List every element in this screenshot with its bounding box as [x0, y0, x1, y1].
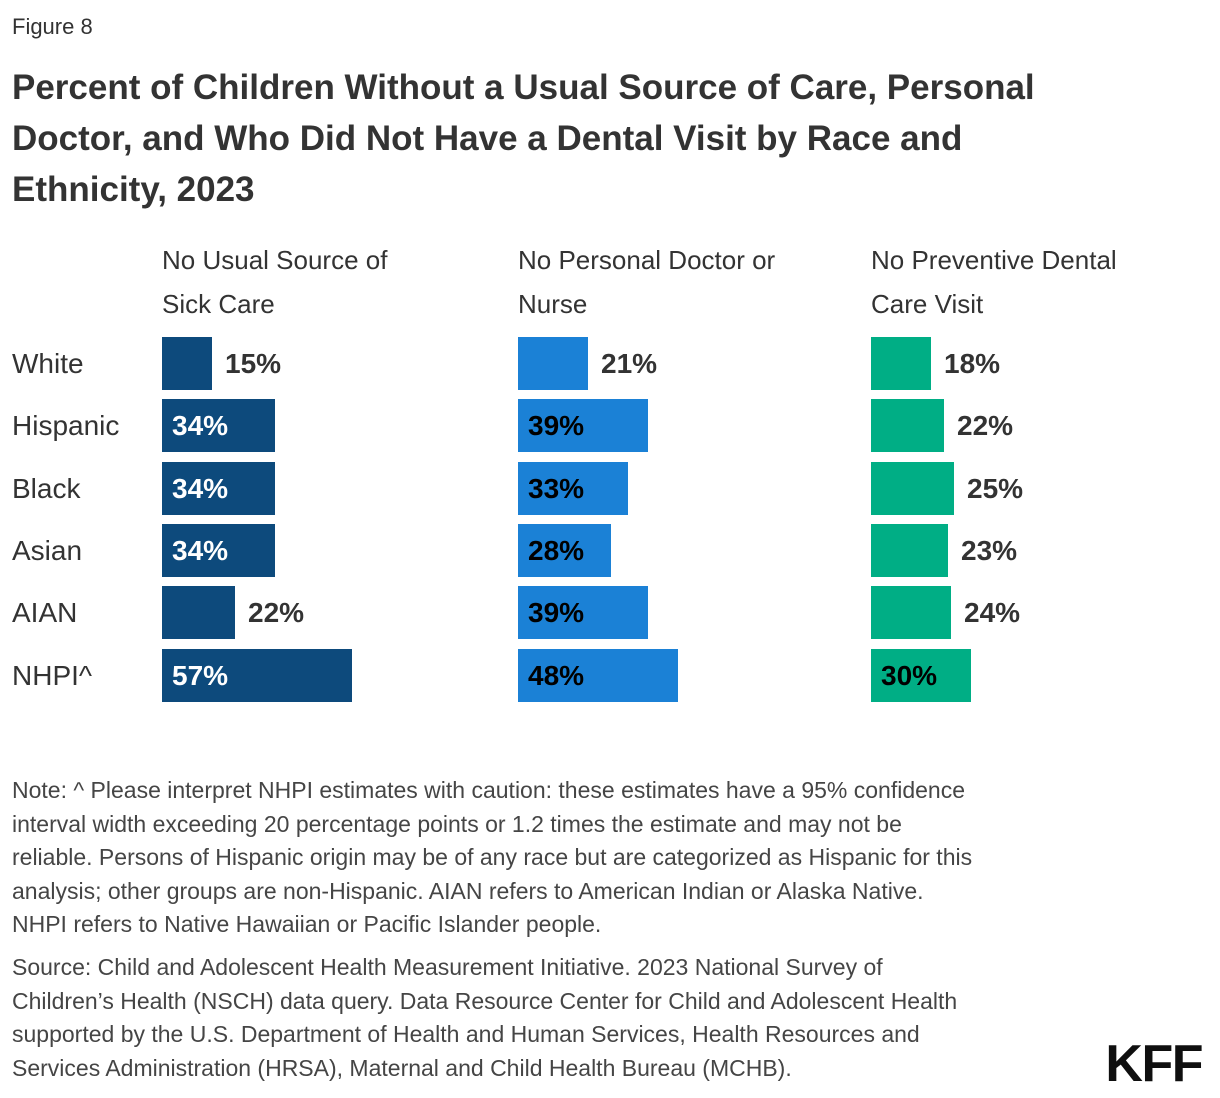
value-label: 24% — [964, 597, 1021, 628]
row-label: AIAN — [12, 597, 78, 628]
bar — [162, 399, 275, 452]
bar — [162, 337, 212, 390]
bar — [871, 649, 971, 702]
value-label: 30% — [881, 660, 938, 691]
value-label: 23% — [961, 535, 1018, 566]
row-label: Asian — [12, 535, 83, 566]
note-line: analysis; other groups are non-Hispanic.… — [12, 877, 924, 904]
row-label: NHPI^ — [12, 660, 93, 691]
value-label: 34% — [172, 535, 229, 566]
bar — [162, 524, 275, 577]
note-line: Note: ^ Please interpret NHPI estimates … — [12, 777, 966, 803]
column-header-personal-doctor: No Personal Doctor or Nurse — [518, 238, 775, 326]
column-header-line: Nurse — [518, 289, 588, 319]
bar — [162, 462, 275, 515]
column-header-line: No Personal Doctor or — [518, 245, 776, 275]
value-label: 18% — [944, 348, 1001, 379]
column-header-line: No Usual Source of — [162, 245, 388, 275]
row-label: White — [12, 348, 84, 379]
value-label: 57% — [172, 660, 229, 691]
bar — [518, 399, 648, 452]
bar — [518, 649, 678, 702]
column-header-sick-care: No Usual Source of Sick Care — [162, 238, 387, 326]
bar — [518, 586, 648, 639]
bar — [518, 524, 611, 577]
bar — [871, 462, 954, 515]
title-line-3: Ethnicity, 2023 — [12, 170, 255, 209]
title-line-2: Doctor, and Who Did Not Have a Dental Vi… — [12, 119, 963, 158]
kff-logo: KFF — [1105, 1035, 1203, 1093]
value-label: 15% — [225, 348, 282, 379]
value-label: 22% — [248, 597, 305, 628]
value-label: 34% — [172, 410, 229, 441]
row-label: Black — [12, 473, 81, 504]
bar — [162, 649, 352, 702]
title-line-1: Percent of Children Without a Usual Sour… — [12, 68, 1035, 107]
bar — [871, 337, 931, 390]
source-line: Children’s Health (NSCH) data query. Dat… — [12, 987, 958, 1014]
column-header-line: No Preventive Dental — [871, 245, 1117, 275]
bar — [871, 399, 944, 452]
value-label: 33% — [528, 473, 585, 504]
source-line: supported by the U.S. Department of Heal… — [12, 1021, 920, 1047]
note-text: Note: ^ Please interpret NHPI estimates … — [12, 774, 972, 942]
bar — [518, 337, 588, 390]
value-label: 28% — [528, 535, 585, 566]
value-label: 21% — [601, 348, 658, 379]
value-label: 48% — [528, 660, 585, 691]
source-text: Source: Child and Adolescent Health Meas… — [12, 951, 957, 1085]
note-line: reliable. Persons of Hispanic origin may… — [12, 844, 973, 870]
note-line: interval width exceeding 20 percentage p… — [12, 810, 902, 837]
source-line: Source: Child and Adolescent Health Meas… — [12, 954, 883, 980]
bar — [871, 524, 948, 577]
value-label: 22% — [957, 410, 1014, 441]
bar — [162, 586, 235, 639]
value-label: 39% — [528, 410, 585, 441]
column-header-dental-visit: No Preventive Dental Care Visit — [871, 238, 1117, 326]
page-title: Percent of Children Without a Usual Sour… — [12, 62, 1035, 215]
value-label: 25% — [967, 473, 1024, 504]
note-line: NHPI refers to Native Hawaiian or Pacifi… — [12, 911, 602, 937]
figure-label: Figure 8 — [12, 14, 93, 39]
row-label: Hispanic — [12, 410, 120, 441]
column-header-line: Care Visit — [871, 289, 984, 319]
bar — [518, 462, 628, 515]
value-label: 34% — [172, 473, 229, 504]
source-line: Services Administration (HRSA), Maternal… — [12, 1054, 792, 1081]
column-header-line: Sick Care — [162, 289, 275, 319]
value-label: 39% — [528, 597, 585, 628]
bar — [871, 586, 951, 639]
